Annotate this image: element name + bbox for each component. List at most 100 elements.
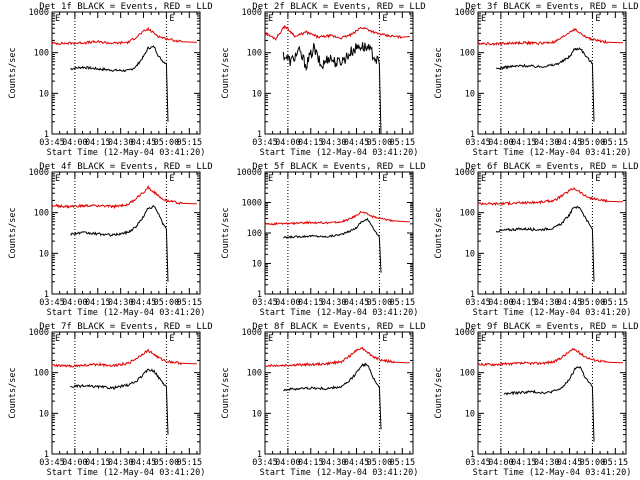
x-tick-label: 04:45 (344, 298, 370, 308)
chart-title: Det 4f BLACK = Events, RED = LLD (39, 162, 212, 172)
y-tick-label: 100 (34, 209, 49, 219)
y-tick-label: 10 (465, 409, 475, 419)
y-tick-label: 100 (460, 369, 475, 379)
chart-title: Det 6f BLACK = Events, RED = LLD (465, 162, 638, 172)
x-tick-label: 04:45 (557, 298, 583, 308)
x-axis-label: Start Time (12-May-04 03:41:20) (47, 308, 206, 318)
series-line (283, 217, 382, 273)
x-tick-label: 03:45 (39, 458, 65, 468)
marker-label: E (169, 334, 174, 344)
y-tick-label: 1000 (455, 328, 475, 338)
chart-title: Det 7f BLACK = Events, RED = LLD (39, 322, 212, 332)
x-tick-label: 05:00 (154, 138, 180, 148)
x-tick-label: 04:00 (488, 298, 514, 308)
y-tick-label: 1000 (242, 199, 262, 209)
x-tick-label: 04:45 (131, 298, 157, 308)
marker-label: E (481, 334, 486, 344)
x-tick-label: 04:30 (321, 458, 347, 468)
y-tick-label: 10 (39, 89, 49, 99)
x-tick-label: 03:45 (39, 138, 65, 148)
series-line (495, 47, 595, 122)
x-tick-label: 05:00 (154, 298, 180, 308)
x-tick-label: 04:15 (298, 138, 324, 148)
y-tick-label: 1 (257, 290, 262, 300)
y-tick-label: 10 (465, 89, 475, 99)
chart-title: Det 1f BLACK = Events, RED = LLD (39, 2, 212, 12)
chart-title: Det 8f BLACK = Events, RED = LLD (252, 322, 425, 332)
x-tick-label: 05:00 (580, 298, 606, 308)
series-line (495, 205, 595, 282)
x-tick-label: 04:00 (488, 138, 514, 148)
x-tick-label: 05:15 (603, 138, 629, 148)
y-tick-label: 10 (465, 249, 475, 259)
marker-label: E (169, 174, 174, 184)
y-tick-label: 1 (44, 130, 49, 140)
y-tick-label: 10 (39, 249, 49, 259)
y-tick-label: 1000 (242, 328, 262, 338)
x-tick-label: 04:00 (62, 138, 88, 148)
x-tick-label: 05:00 (580, 458, 606, 468)
plot-frame (477, 171, 627, 295)
plot-frame (477, 331, 627, 455)
plot-frame (264, 171, 414, 295)
y-axis-label: Counts/sec (221, 47, 231, 98)
chart-panel: Det 1f BLACK = Events, RED = LLD 1 10 100 10… (8, 2, 213, 158)
y-tick-label: 1 (257, 130, 262, 140)
y-axis-label: Counts/sec (434, 47, 444, 98)
marker-label: E (55, 174, 60, 184)
x-tick-label: 04:45 (344, 138, 370, 148)
y-axis-label: Counts/sec (8, 367, 18, 418)
chart-panel: Det 3f BLACK = Events, RED = LLD 1 10 100 10… (434, 2, 639, 158)
y-tick-label: 1 (470, 290, 475, 300)
series-line (51, 184, 197, 210)
chart-title: Det 3f BLACK = Events, RED = LLD (465, 2, 638, 12)
x-axis-label: Start Time (12-May-04 03:41:20) (260, 308, 419, 318)
x-axis-label: Start Time (12-May-04 03:41:20) (473, 148, 632, 158)
marker-label: E (382, 174, 387, 184)
marker-label: E (595, 174, 600, 184)
x-tick-label: 04:00 (275, 138, 301, 148)
x-tick-label: 05:00 (154, 458, 180, 468)
plot-frame (51, 11, 201, 135)
x-tick-label: 03:45 (465, 458, 491, 468)
series-line (282, 42, 382, 135)
y-tick-label: 100 (460, 49, 475, 59)
x-tick-label: 04:30 (108, 138, 134, 148)
x-axis-label: Start Time (12-May-04 03:41:20) (473, 308, 632, 318)
y-axis-label: Counts/sec (221, 367, 231, 418)
y-tick-label: 10000 (236, 168, 262, 178)
y-axis-label: Counts/sec (8, 207, 18, 258)
x-tick-label: 04:15 (85, 458, 111, 468)
plot-frame (51, 171, 201, 295)
marker-label: E (595, 14, 600, 24)
marker-label: E (382, 334, 387, 344)
y-tick-label: 100 (34, 369, 49, 379)
marker-label: E (268, 334, 273, 344)
x-tick-label: 05:00 (367, 138, 393, 148)
y-tick-label: 10 (252, 260, 262, 270)
y-tick-label: 1000 (242, 8, 262, 18)
plot-frame (264, 11, 414, 135)
y-tick-label: 10 (252, 409, 262, 419)
series-line (477, 27, 623, 46)
y-axis-label: Counts/sec (221, 207, 231, 258)
x-tick-label: 05:00 (580, 138, 606, 148)
marker-label: E (382, 14, 387, 24)
chart-panel: Det 5f BLACK = Events, RED = LLD 1 10 100 10… (221, 162, 426, 318)
x-tick-label: 04:15 (511, 138, 537, 148)
chart-title: Det 2f BLACK = Events, RED = LLD (252, 2, 425, 12)
x-tick-label: 03:45 (465, 138, 491, 148)
series-line (503, 365, 595, 442)
plot-frame (477, 11, 627, 135)
x-tick-label: 05:00 (367, 458, 393, 468)
y-tick-label: 10 (252, 89, 262, 99)
chart-panel: Det 7f BLACK = Events, RED = LLD 1 10 100 10… (8, 322, 213, 478)
series-line (51, 348, 197, 368)
x-tick-label: 04:15 (511, 298, 537, 308)
x-tick-label: 04:45 (344, 458, 370, 468)
x-tick-label: 04:45 (557, 138, 583, 148)
series-line (264, 24, 410, 41)
y-tick-label: 1000 (455, 168, 475, 178)
x-tick-label: 03:45 (39, 298, 65, 308)
